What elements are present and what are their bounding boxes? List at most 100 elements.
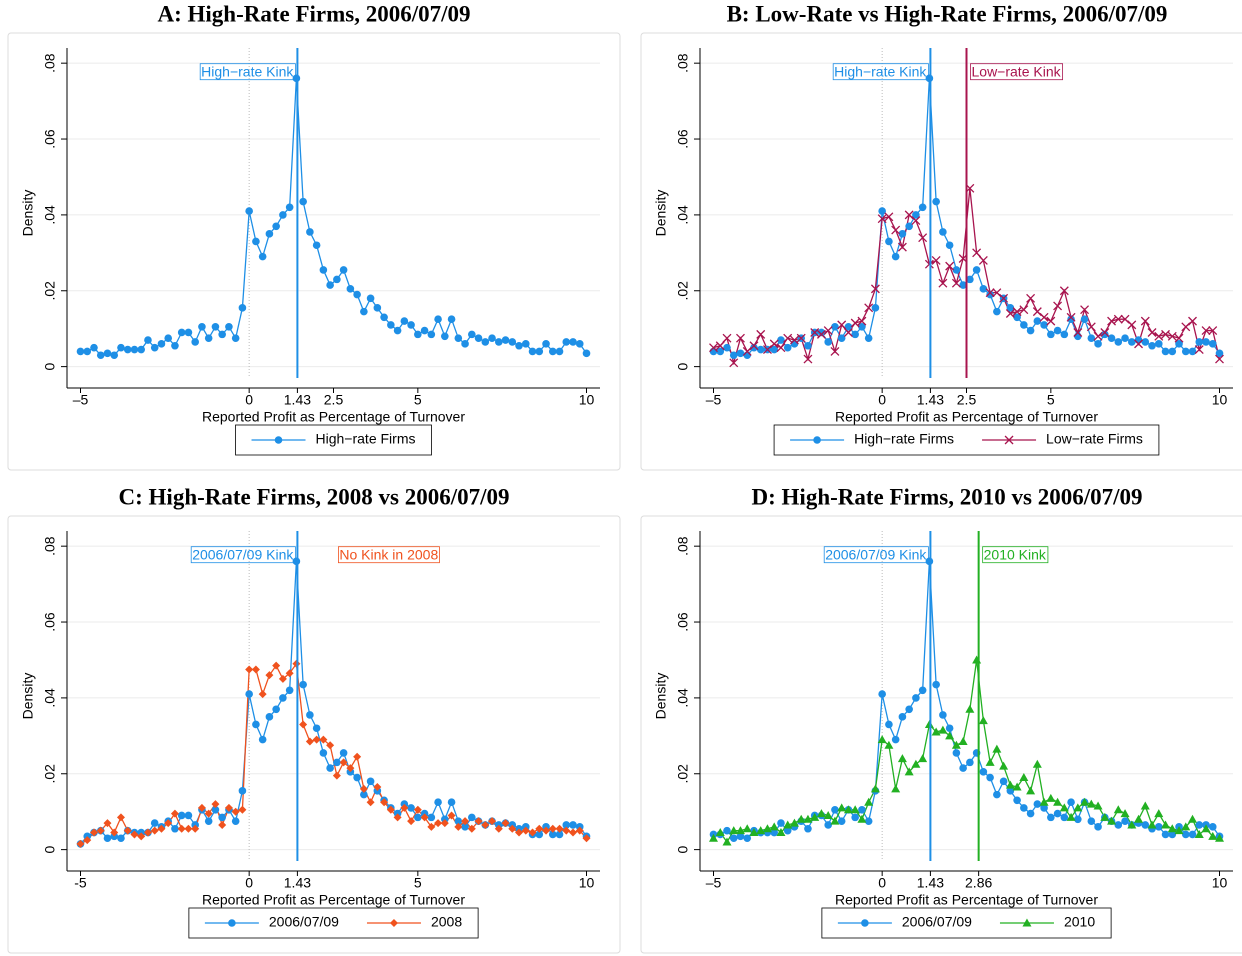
marker — [231, 807, 240, 816]
x-tick-label: 5 — [414, 392, 422, 408]
marker — [877, 735, 887, 744]
marker — [959, 764, 967, 772]
marker — [1148, 341, 1156, 350]
marker — [1188, 347, 1197, 356]
marker — [272, 661, 281, 670]
marker — [1141, 821, 1150, 829]
marker — [1040, 321, 1048, 329]
marker — [729, 826, 739, 835]
marker — [742, 824, 752, 833]
marker — [715, 341, 725, 351]
marker — [911, 759, 921, 768]
marker — [1080, 797, 1090, 806]
legend-marker — [1004, 435, 1014, 445]
marker — [1080, 315, 1089, 324]
marker — [1181, 822, 1191, 831]
marker — [1154, 331, 1164, 341]
marker — [110, 351, 119, 360]
marker — [427, 822, 436, 831]
marker — [938, 725, 948, 734]
marker — [1005, 780, 1015, 789]
marker — [769, 822, 779, 831]
marker — [555, 824, 564, 833]
marker — [258, 735, 267, 744]
marker — [884, 740, 894, 749]
marker — [89, 828, 98, 837]
marker — [251, 665, 260, 674]
legend-item: Low−rate Firms — [982, 431, 1143, 447]
legend-item: High−rate Firms — [251, 431, 415, 447]
marker — [1107, 316, 1117, 326]
kink-label: High−rate Kink — [201, 64, 294, 80]
kink-label: 2006/07/09 Kink — [192, 547, 294, 563]
marker — [715, 828, 725, 837]
marker — [986, 290, 994, 299]
y-tick-label: .02 — [675, 281, 691, 301]
chart-title: B: Low-Rate vs High-Rate Firms, 2006/07/… — [727, 1, 1168, 26]
marker — [447, 811, 456, 820]
x-tick-label: 1.43 — [917, 392, 944, 408]
marker — [864, 797, 874, 806]
marker — [1012, 782, 1022, 791]
chart-title: C: High-Rate Firms, 2008 vs 2006/07/09 — [119, 484, 510, 509]
marker — [360, 790, 368, 799]
marker — [1147, 820, 1157, 829]
marker — [562, 826, 571, 835]
marker — [238, 304, 247, 312]
marker — [735, 826, 745, 835]
marker — [851, 813, 859, 822]
x-tick-label: –5 — [706, 392, 722, 408]
marker — [333, 758, 341, 767]
marker — [306, 711, 314, 719]
marker — [1100, 328, 1110, 337]
marker — [803, 354, 813, 364]
marker — [1026, 809, 1035, 818]
marker — [103, 349, 112, 358]
marker — [816, 329, 826, 339]
legend-marker — [389, 919, 398, 927]
marker — [870, 284, 880, 294]
marker — [366, 294, 375, 303]
marker — [427, 330, 436, 339]
marker — [1215, 354, 1224, 364]
marker — [1012, 307, 1022, 317]
legend-marker — [274, 436, 283, 444]
kink-label-box — [832, 63, 929, 81]
marker — [555, 347, 564, 356]
marker — [1154, 823, 1163, 831]
marker — [150, 343, 159, 352]
legend-label: 2006/07/09 — [902, 914, 972, 930]
marker — [225, 322, 233, 331]
marker — [326, 281, 334, 289]
marker — [850, 805, 860, 814]
marker — [1161, 347, 1170, 356]
marker — [716, 347, 725, 356]
marker — [218, 330, 226, 339]
marker — [414, 813, 422, 822]
marker — [501, 819, 510, 828]
chart-title: D: High-Rate Firms, 2010 vs 2006/07/09 — [752, 484, 1143, 509]
marker — [481, 820, 490, 829]
marker — [1140, 316, 1150, 326]
y-tick-label: 0 — [42, 363, 58, 371]
x-tick-label: 1.43 — [917, 875, 944, 891]
marker — [885, 720, 893, 729]
marker — [1032, 759, 1042, 768]
marker — [1194, 829, 1204, 838]
legend-item: 2006/07/09 — [204, 914, 339, 930]
marker — [454, 334, 463, 342]
marker — [1032, 307, 1042, 317]
marker — [562, 338, 571, 346]
marker — [1175, 340, 1183, 348]
marker — [171, 341, 179, 350]
marker — [857, 814, 867, 823]
marker — [911, 216, 921, 226]
marker — [1188, 814, 1198, 823]
marker — [312, 735, 321, 744]
marker — [770, 345, 779, 354]
marker — [945, 731, 955, 740]
marker — [569, 338, 577, 346]
marker — [904, 210, 914, 220]
marker — [515, 828, 524, 837]
marker — [945, 724, 954, 733]
